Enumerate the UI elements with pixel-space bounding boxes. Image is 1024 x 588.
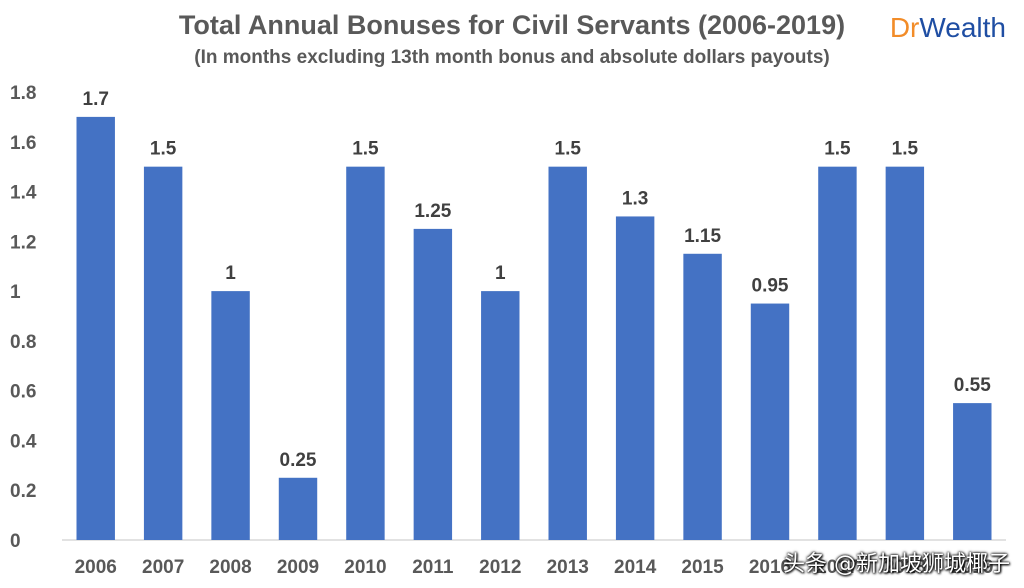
data-label: 1.15 <box>684 226 721 247</box>
bar <box>278 477 318 540</box>
y-tick-label: 1.8 <box>10 83 36 104</box>
data-label: 1.5 <box>892 139 919 160</box>
brand-dr: Dr <box>889 12 920 43</box>
y-tick-label: 0.6 <box>10 382 36 403</box>
y-tick-label: 1 <box>10 282 21 303</box>
bar <box>750 303 790 540</box>
data-label: 0.55 <box>954 375 991 396</box>
y-tick-label: 1.2 <box>10 232 36 253</box>
bar <box>211 291 250 540</box>
bar <box>615 216 655 540</box>
bar <box>143 166 183 540</box>
bar <box>413 228 453 540</box>
y-tick-label: 0.2 <box>10 481 36 502</box>
data-label: 1.5 <box>555 139 582 160</box>
y-tick-label: 1.4 <box>10 183 37 204</box>
x-tick-label: 2010 <box>344 557 386 578</box>
data-label: 1 <box>225 263 236 284</box>
x-tick-label: 2009 <box>277 557 319 578</box>
x-tick-label: 2016 <box>749 557 791 578</box>
x-tick-label: 2011 <box>412 557 454 578</box>
data-label: 1.3 <box>622 188 648 209</box>
x-tick-label: 2013 <box>547 557 589 578</box>
data-label: 1.5 <box>150 139 177 160</box>
data-label: 1.5 <box>824 139 851 160</box>
data-label: 0.95 <box>752 276 789 297</box>
bar <box>885 166 925 540</box>
x-tick-label: 2014 <box>614 557 657 578</box>
x-tick-label: 2017 <box>816 557 858 578</box>
x-tick-label: 2006 <box>75 557 117 578</box>
x-tick-label: 2008 <box>209 557 251 578</box>
x-tick-label: 2019 <box>951 557 993 578</box>
data-label: 1.25 <box>414 201 451 222</box>
y-tick-label: 0.4 <box>10 431 37 452</box>
data-label: 1.5 <box>352 139 379 160</box>
drwealth-logo: DrWealth <box>890 12 1006 44</box>
y-tick-label: 0 <box>10 531 21 552</box>
x-tick-label: 2015 <box>681 557 724 578</box>
y-tick-label: 1.6 <box>10 133 36 154</box>
data-label: 1.7 <box>83 89 109 110</box>
bar <box>953 403 992 540</box>
data-label: 0.25 <box>280 450 317 471</box>
x-tick-label: 2012 <box>479 557 521 578</box>
bar <box>346 166 385 540</box>
watermark: 头条 @新加坡狮城椰子 <box>783 552 1010 577</box>
brand-wealth: Wealth <box>919 12 1006 43</box>
bar <box>683 253 722 540</box>
bar <box>548 166 587 540</box>
data-label: 1 <box>495 263 506 284</box>
bar <box>76 116 115 540</box>
y-tick-label: 0.8 <box>10 332 36 353</box>
chart-subtitle: (In months excluding 13th month bonus an… <box>194 47 830 68</box>
x-tick-label: 2007 <box>142 557 184 578</box>
bar <box>818 166 857 540</box>
bar <box>481 291 520 540</box>
x-tick-label: 2018 <box>884 557 926 578</box>
chart-title: Total Annual Bonuses for Civil Servants … <box>178 10 846 40</box>
